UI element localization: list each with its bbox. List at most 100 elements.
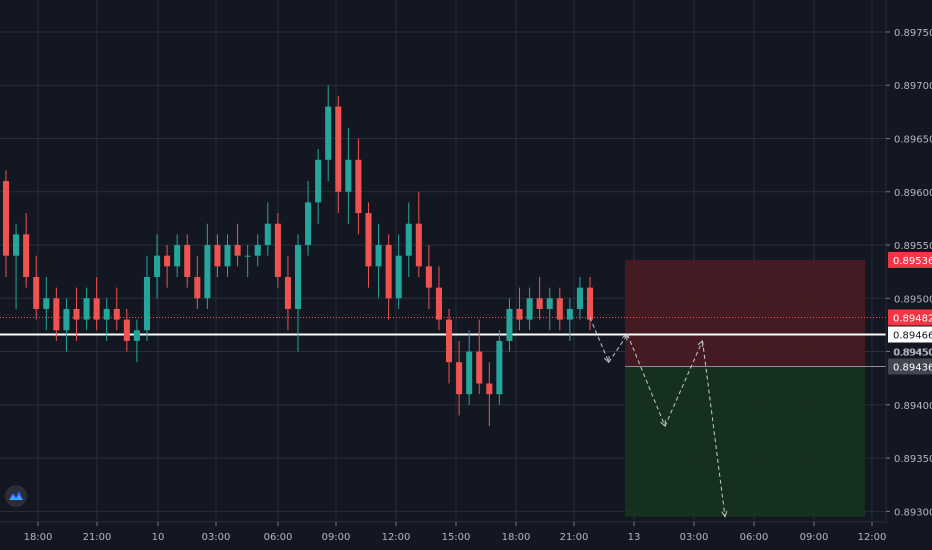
- time-tick-label: 10: [152, 532, 165, 543]
- candle-body: [264, 223, 271, 246]
- candle-body: [284, 276, 291, 309]
- projection-segment: [589, 317, 610, 363]
- candle-body: [335, 106, 342, 192]
- price-tick-label: 0.89300: [894, 507, 932, 518]
- risk-reward-zones: [625, 259, 886, 517]
- candle-body: [536, 298, 543, 309]
- candle-body: [244, 255, 251, 257]
- projection-segment: [627, 334, 666, 427]
- price-badge-label: 0.89436: [893, 362, 932, 373]
- candle-body: [476, 351, 483, 384]
- candle-body: [274, 223, 281, 277]
- candle-body: [586, 287, 594, 320]
- candle-body: [496, 340, 503, 395]
- price-badge: [888, 251, 932, 268]
- candle-body: [214, 245, 221, 267]
- candles: [2, 85, 594, 427]
- candle-body: [546, 298, 553, 309]
- candle-body: [103, 308, 110, 320]
- time-tick-label: 06:00: [264, 532, 293, 543]
- candle-body: [486, 383, 493, 395]
- price-badge-label: 0.89482: [893, 313, 932, 324]
- candle-body: [466, 351, 473, 395]
- projection-arrowhead: [721, 510, 728, 518]
- time-tick-label: 21:00: [83, 532, 112, 543]
- candle-body: [576, 287, 583, 309]
- candle-body: [43, 298, 50, 309]
- candle-body: [33, 276, 40, 309]
- candle-body: [154, 255, 161, 277]
- candle-body: [566, 308, 573, 320]
- candle-body: [73, 308, 80, 320]
- candle-body: [93, 298, 100, 320]
- candle-body: [415, 223, 422, 267]
- candle-body: [234, 245, 241, 256]
- candle-body: [194, 276, 201, 299]
- price-tick-label: 0.89550: [894, 241, 932, 252]
- candle-body: [315, 159, 322, 203]
- candle-body: [325, 106, 332, 160]
- candle-body: [204, 245, 211, 299]
- candle-body: [395, 255, 402, 299]
- price-badge: [888, 358, 932, 375]
- price-tick-label: 0.89600: [894, 188, 932, 199]
- candle-body: [556, 298, 563, 320]
- price-axis-background: [886, 0, 932, 550]
- candle-body: [83, 298, 90, 320]
- candle-body: [123, 319, 130, 341]
- time-tick-label: 09:00: [800, 532, 829, 543]
- price-tick-label: 0.89350: [894, 454, 932, 465]
- projection-segment: [608, 334, 628, 363]
- candle-body: [446, 319, 453, 363]
- projection-segment: [664, 340, 703, 427]
- candle-body: [143, 276, 150, 331]
- candle-body: [184, 245, 191, 277]
- price-badge-label: 0.89536: [893, 256, 932, 267]
- take-profit-zone: [625, 366, 865, 517]
- price-badge: [888, 309, 932, 326]
- price-axis[interactable]: 0.89750 0.89700 0.89650 0.89600 0.89550 0.895…: [885, 0, 932, 550]
- time-tick-label: 03:00: [202, 532, 231, 543]
- price-tick-label: 0.89500: [894, 294, 932, 305]
- candle-body: [456, 362, 463, 395]
- tradingview-logo-icon[interactable]: [5, 485, 27, 507]
- price-tick-label: 0.89750: [894, 28, 932, 39]
- time-tick-label: 21:00: [560, 532, 589, 543]
- time-tick-label: 13: [628, 532, 641, 543]
- time-tick-label: 18:00: [24, 532, 53, 543]
- candle-body: [385, 245, 392, 299]
- price-badge-label: 0.89450: [893, 348, 932, 359]
- projection-path: [589, 317, 728, 518]
- time-tick-label: 12:00: [858, 532, 887, 543]
- candle-body: [526, 298, 533, 320]
- candle-body: [375, 245, 382, 267]
- candle-body: [133, 330, 140, 341]
- candle-body: [23, 234, 30, 277]
- time-tick-label: 15:00: [442, 532, 471, 543]
- price-tick-label: 0.89400: [894, 401, 932, 412]
- candle-body: [345, 159, 352, 192]
- candle-body: [305, 202, 312, 246]
- candle-body: [53, 298, 60, 331]
- stop-loss-zone: [625, 259, 865, 367]
- candle-body: [294, 245, 302, 309]
- candle-body: [425, 266, 432, 288]
- time-tick-label: 06:00: [740, 532, 769, 543]
- price-badge-label: 0.89466: [893, 331, 932, 342]
- price-badge: [888, 326, 932, 343]
- candle-body: [113, 308, 120, 320]
- candle-body: [13, 234, 20, 256]
- candle-body: [254, 245, 261, 256]
- candle-body: [355, 159, 362, 214]
- time-axis[interactable]: 18:00 21:00 10 03:00 06:00 09:00 12:00 15:00 18:…: [0, 521, 932, 550]
- time-tick-label: 03:00: [680, 532, 709, 543]
- time-tick-label: 12:00: [382, 532, 411, 543]
- time-tick-label: 18:00: [502, 532, 531, 543]
- price-tick-label: 0.89650: [894, 134, 932, 145]
- price-tick-label: 0.89700: [894, 81, 932, 92]
- candle-body: [516, 308, 523, 320]
- time-axis-background: [0, 522, 932, 550]
- candle-body: [2, 181, 10, 256]
- candle-body: [506, 308, 513, 341]
